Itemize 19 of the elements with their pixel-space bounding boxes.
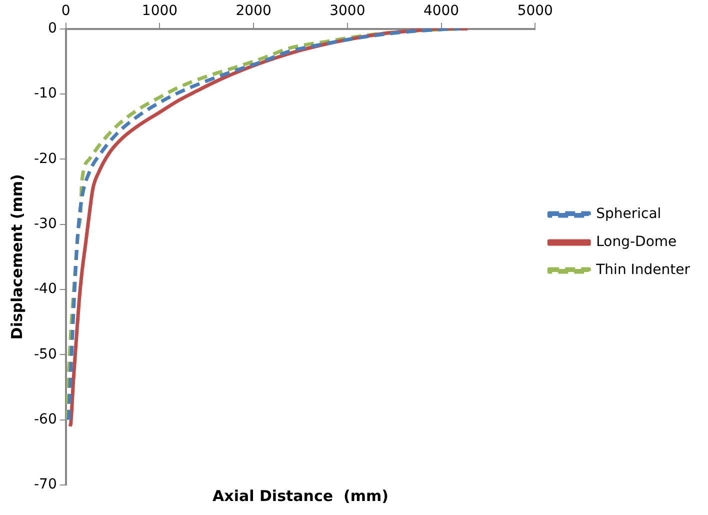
x-tick-label: 1000 (142, 3, 178, 20)
y-tick-label: -20 (34, 150, 57, 167)
legend-label: Spherical (596, 206, 662, 222)
x-tick-label: 2000 (236, 3, 272, 20)
x-tick-label: 3000 (330, 3, 366, 20)
x-tick-label: 4000 (423, 3, 460, 20)
y-tick-label: -70 (34, 476, 57, 493)
y-tick-label: 0 (48, 20, 57, 36)
x-tick-label: 0 (61, 3, 70, 20)
y-tick-label: -10 (34, 86, 57, 102)
legend-label: Thin Indenter (595, 262, 690, 278)
y-tick-label: -40 (34, 281, 57, 298)
y-tick-label: -30 (34, 216, 57, 232)
x-tick-label: 5000 (517, 3, 553, 20)
legend-label: Long-Dome (596, 234, 677, 250)
y-tick-label: -60 (34, 411, 57, 428)
y-tick-label: -50 (34, 346, 57, 362)
x-axis-title: Axial Distance (mm) (212, 486, 388, 505)
y-axis-title: Displacement (mm) (8, 174, 26, 340)
